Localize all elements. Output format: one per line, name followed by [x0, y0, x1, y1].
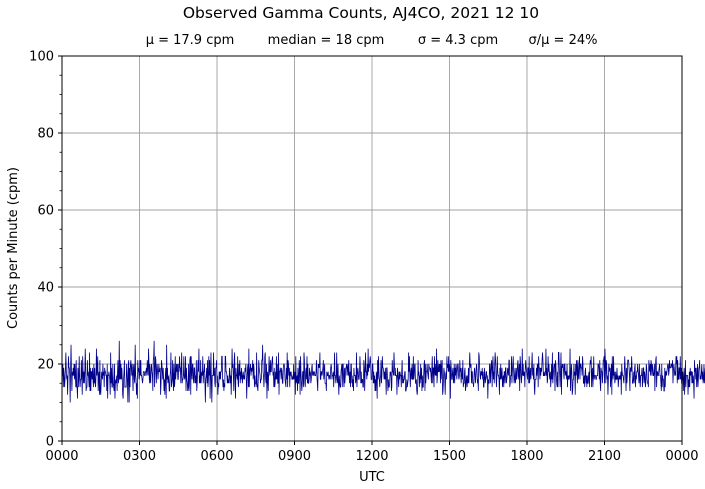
subtitle-mean: μ = 17.9 cpm [146, 33, 235, 48]
x-tick-label: 0300 [123, 449, 156, 464]
x-axis-title: UTC [359, 470, 385, 485]
x-tick-label: 0900 [278, 449, 311, 464]
x-tick-label: 0000 [45, 449, 78, 464]
y-tick-label: 40 [37, 281, 54, 296]
x-tick-label: 0000 [665, 449, 698, 464]
chart-title: Observed Gamma Counts, AJ4CO, 2021 12 10 [183, 4, 539, 22]
y-tick-label: 100 [29, 50, 54, 65]
y-tick-label: 0 [46, 435, 54, 450]
subtitle-sigma: σ = 4.3 cpm [418, 33, 498, 48]
y-tick-label: 80 [37, 127, 54, 142]
axes: 0000 0300 0600 0900 1200 1500 1800 2100 00000204… [29, 50, 698, 465]
subtitle-cv: σ/μ = 24% [529, 33, 598, 48]
series-line [61, 340, 705, 403]
x-tick-label: 1200 [355, 449, 388, 464]
x-tick-label: 1800 [510, 449, 543, 464]
x-tick-label: 0600 [200, 449, 233, 464]
subtitle-median: median = 18 cpm [268, 33, 385, 48]
y-axis-title: Counts per Minute (cpm) [6, 167, 21, 329]
y-tick-label: 20 [37, 358, 54, 373]
x-tick-label: 1500 [433, 449, 466, 464]
x-tick-label: 2100 [588, 449, 621, 464]
y-tick-label: 60 [37, 204, 54, 219]
grid [62, 56, 682, 441]
series-layer [61, 340, 705, 403]
